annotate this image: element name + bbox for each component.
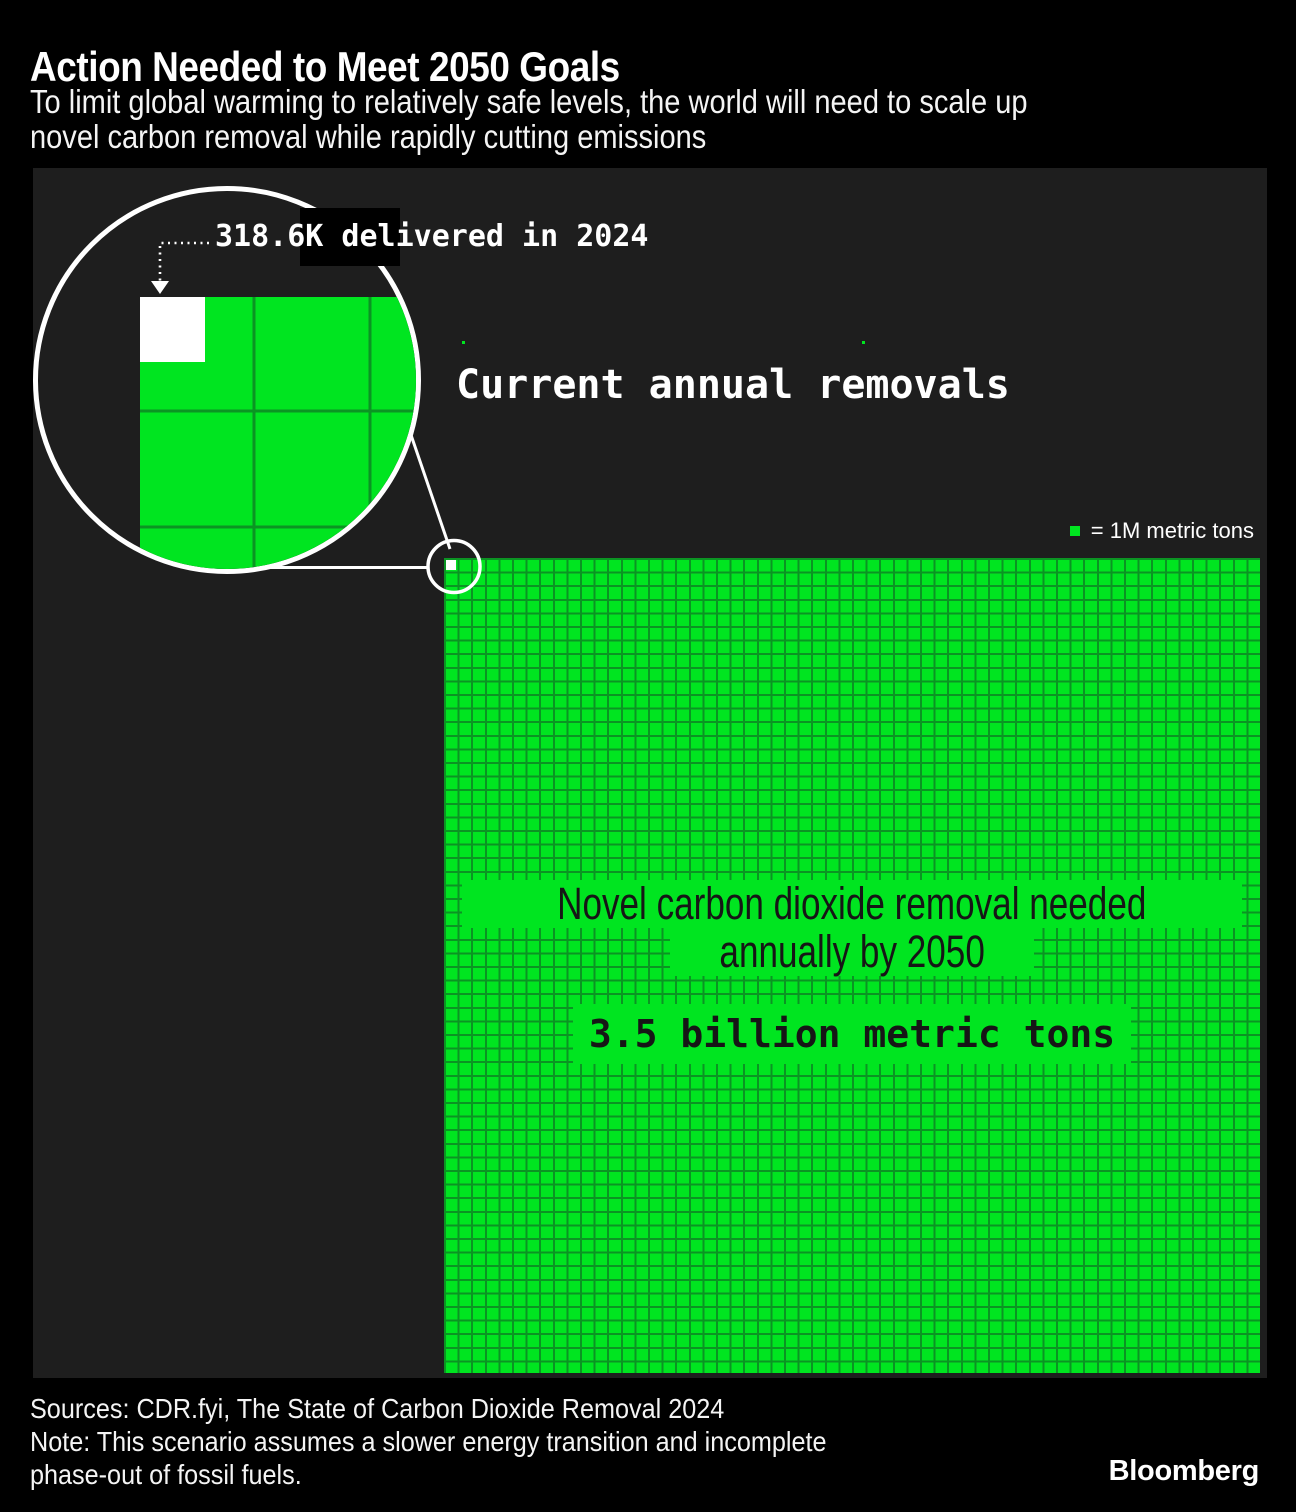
annotation-label: 318.6K delivered in 2024 bbox=[215, 219, 649, 254]
subtitle-line-1: To limit global warming to relatively sa… bbox=[30, 83, 1028, 120]
note-line-2: phase-out of fossil fuels. bbox=[30, 1459, 302, 1490]
page-subtitle: To limit global warming to relatively sa… bbox=[30, 84, 1164, 154]
sources-line: Sources: CDR.fyi, The State of Carbon Di… bbox=[30, 1393, 725, 1424]
page-title-text: Action Needed to Meet 2050 Goals bbox=[30, 43, 620, 90]
grid-center-labels: Novel carbon dioxide removal needed annu… bbox=[444, 880, 1260, 1064]
subtitle-line-2: novel carbon removal while rapidly cutti… bbox=[30, 118, 707, 155]
footer: Sources: CDR.fyi, The State of Carbon Di… bbox=[30, 1392, 915, 1491]
legend-green-square-icon bbox=[1069, 526, 1080, 536]
magnified-delivered-square bbox=[140, 297, 205, 362]
delivered-2024-cell bbox=[446, 560, 456, 570]
page-title: Action Needed to Meet 2050 Goals bbox=[30, 44, 700, 90]
waffle-grid: Novel carbon dioxide removal needed annu… bbox=[444, 558, 1260, 1373]
amount-label: 3.5 billion metric tons bbox=[572, 1004, 1132, 1064]
needed-label-line-1: Novel carbon dioxide removal needed bbox=[462, 880, 1242, 928]
chart-area: Novel carbon dioxide removal needed annu… bbox=[33, 168, 1267, 1378]
legend: = 1M metric tons bbox=[1069, 518, 1254, 544]
tiny-green-dot bbox=[462, 341, 465, 344]
tiny-green-dot bbox=[862, 341, 865, 344]
bloomberg-logo: Bloomberg bbox=[1108, 1455, 1260, 1487]
note-line-1: Note: This scenario assumes a slower ene… bbox=[30, 1426, 827, 1457]
needed-label-line-2: annually by 2050 bbox=[669, 928, 1035, 976]
current-removals-label: Current annual removals bbox=[456, 362, 1010, 408]
annotation-backdrop bbox=[300, 208, 400, 266]
legend-label: = 1M metric tons bbox=[1090, 518, 1254, 543]
magnified-grid bbox=[140, 297, 416, 569]
